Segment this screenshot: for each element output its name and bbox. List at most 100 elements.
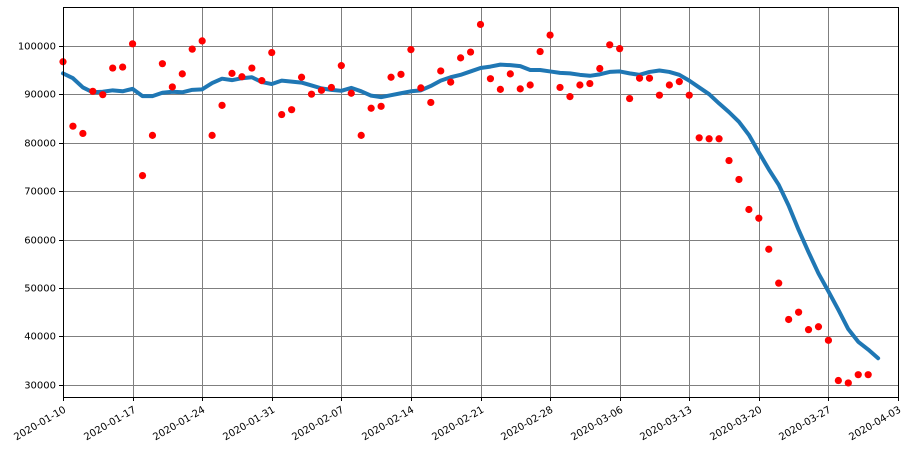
- x-tick-label: 2020-02-28: [499, 405, 555, 444]
- data-point: [248, 64, 256, 72]
- data-point: [536, 47, 544, 56]
- data-point: [476, 20, 485, 29]
- data-point: [457, 54, 465, 62]
- data-point: [466, 48, 475, 56]
- data-point: [357, 131, 365, 139]
- x-tick-label: 2020-01-17: [82, 405, 138, 444]
- data-point: [278, 110, 286, 119]
- data-point: [626, 94, 634, 103]
- data-point: [288, 106, 296, 114]
- data-point: [596, 64, 604, 73]
- data-point: [437, 67, 445, 75]
- data-point: [258, 77, 266, 85]
- data-point: [158, 60, 166, 68]
- data-point: [109, 64, 117, 72]
- data-point: [516, 85, 524, 93]
- data-point: [864, 371, 872, 379]
- x-tick-label: 2020-01-10: [12, 405, 68, 444]
- x-axis: 2020-01-10 2020-01-17 2020-01-24 2020-01-31…: [12, 397, 903, 443]
- data-point: [735, 175, 743, 184]
- grid-layer: [63, 7, 899, 397]
- points-layer: [59, 20, 872, 387]
- data-point: [397, 70, 405, 78]
- y-tick-label: 60000: [24, 236, 56, 247]
- data-point: [586, 79, 594, 88]
- data-point: [804, 326, 813, 334]
- data-point: [347, 89, 355, 97]
- data-point: [745, 205, 753, 214]
- data-point: [844, 379, 852, 387]
- data-point: [337, 62, 345, 70]
- data-point: [138, 172, 147, 180]
- data-point: [268, 48, 276, 57]
- data-point: [566, 93, 574, 101]
- data-point: [556, 83, 564, 92]
- data-point: [79, 129, 87, 138]
- data-point: [238, 73, 246, 81]
- data-point: [128, 40, 137, 48]
- data-point: [327, 83, 335, 92]
- data-point: [427, 98, 435, 107]
- data-point: [775, 279, 783, 287]
- data-point: [526, 81, 534, 89]
- data-point: [645, 74, 654, 82]
- data-point: [407, 46, 415, 54]
- smoothed-series-line: [61, 62, 881, 361]
- data-point: [297, 73, 306, 81]
- data-point: [785, 315, 793, 324]
- data-point: [178, 70, 186, 78]
- y-tick-label: 70000: [24, 187, 56, 198]
- y-tick-label: 80000: [24, 139, 56, 150]
- x-tick-label: 2020-01-31: [221, 405, 277, 444]
- y-tick-label: 50000: [24, 284, 56, 295]
- x-tick-label: 2020-03-06: [569, 405, 625, 444]
- data-point: [576, 81, 584, 89]
- data-point: [367, 104, 375, 112]
- data-point: [675, 78, 683, 86]
- data-point: [228, 69, 236, 77]
- data-point: [496, 85, 504, 93]
- x-tick-label: 2020-01-24: [151, 405, 207, 444]
- plot-frame: [63, 7, 899, 398]
- data-point: [606, 41, 614, 49]
- data-point: [814, 323, 823, 331]
- data-point: [715, 135, 723, 143]
- data-point: [665, 81, 673, 89]
- data-point: [635, 74, 644, 82]
- data-point: [824, 336, 833, 344]
- data-point: [705, 135, 713, 143]
- data-point: [89, 87, 97, 95]
- data-point: [795, 308, 803, 316]
- smoothed-line-layer: [61, 62, 881, 361]
- y-tick-label: 100000: [18, 42, 56, 53]
- data-point: [69, 122, 77, 130]
- data-point: [765, 245, 773, 253]
- x-tick-label: 2020-02-21: [430, 405, 486, 444]
- data-point: [546, 31, 554, 39]
- data-point: [655, 91, 664, 99]
- data-point: [317, 86, 326, 94]
- x-tick-label: 2020-02-14: [360, 405, 416, 444]
- y-axis: 30000 40000 50000 60000 70000 80000 90000 10000…: [18, 42, 63, 392]
- x-tick-label: 2020-03-13: [638, 405, 694, 444]
- data-point: [854, 371, 862, 379]
- y-tick-label: 40000: [24, 332, 56, 343]
- data-point: [725, 156, 733, 165]
- data-point: [506, 70, 514, 78]
- data-point: [695, 134, 703, 142]
- data-point: [188, 45, 196, 53]
- data-point: [218, 101, 226, 109]
- data-point: [208, 131, 216, 139]
- data-point: [447, 78, 455, 86]
- x-tick-label: 2020-03-27: [777, 405, 833, 444]
- x-tick-label: 2020-03-20: [708, 405, 764, 444]
- data-point: [616, 45, 624, 53]
- data-point: [148, 131, 157, 139]
- data-point: [755, 214, 763, 222]
- data-point: [685, 91, 693, 99]
- data-point: [119, 63, 127, 71]
- data-point: [834, 376, 842, 385]
- data-point: [417, 84, 425, 92]
